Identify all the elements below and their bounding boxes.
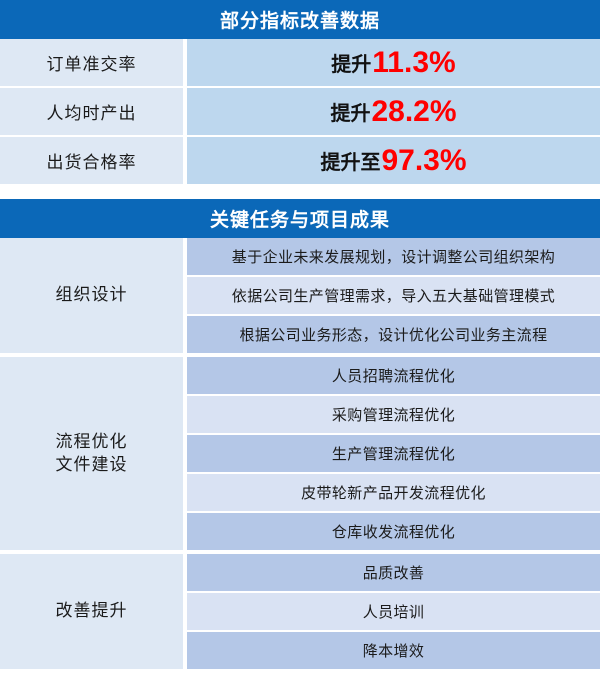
list-item: 人员培训 — [187, 593, 600, 630]
metric-label: 订单准交率 — [0, 39, 183, 86]
section-spacer — [0, 184, 600, 199]
metrics-table: 订单准交率 提升 11.3% 人均时产出 提升 28.2% 出货合格率 — [0, 39, 600, 184]
metric-label: 出货合格率 — [0, 137, 183, 184]
metric-value: 提升 28.2% — [187, 88, 600, 135]
list-item: 根据公司业务形态，设计优化公司业务主流程 — [187, 316, 600, 353]
task-group: 流程优化 文件建设 人员招聘流程优化 采购管理流程优化 生产管理流程优化 皮带轮… — [0, 357, 600, 550]
task-group: 组织设计 基于企业未来发展规划，设计调整公司组织架构 依据公司生产管理需求，导入… — [0, 238, 600, 353]
list-item: 仓库收发流程优化 — [187, 513, 600, 550]
metrics-section-header: 部分指标改善数据 — [0, 0, 600, 39]
list-item: 品质改善 — [187, 554, 600, 591]
metric-prefix: 提升至 — [320, 152, 381, 174]
tasks-table: 组织设计 基于企业未来发展规划，设计调整公司组织架构 依据公司生产管理需求，导入… — [0, 238, 600, 669]
metric-label: 人均时产出 — [0, 88, 183, 135]
metric-prefix: 提升 — [330, 103, 371, 125]
task-category: 改善提升 — [0, 554, 183, 669]
list-item: 皮带轮新产品开发流程优化 — [187, 474, 600, 511]
tasks-section-header: 关键任务与项目成果 — [0, 199, 600, 238]
column-divider — [183, 554, 187, 669]
task-item-list: 品质改善 人员培训 降本增效 — [187, 554, 600, 669]
task-category: 组织设计 — [0, 238, 183, 353]
table-row: 订单准交率 提升 11.3% — [0, 39, 600, 86]
tasks-section: 关键任务与项目成果 组织设计 基于企业未来发展规划，设计调整公司组织架构 依据公… — [0, 199, 600, 669]
metric-value: 提升至 97.3% — [187, 137, 600, 184]
metric-prefix: 提升 — [331, 54, 372, 76]
list-item: 基于企业未来发展规划，设计调整公司组织架构 — [187, 238, 600, 275]
column-divider — [183, 357, 187, 550]
list-item: 降本增效 — [187, 632, 600, 669]
metric-number: 11.3% — [372, 45, 456, 79]
task-category-line: 改善提升 — [55, 601, 128, 621]
list-item: 生产管理流程优化 — [187, 435, 600, 472]
list-item: 采购管理流程优化 — [187, 396, 600, 433]
column-divider — [183, 88, 187, 135]
list-item: 人员招聘流程优化 — [187, 357, 600, 394]
column-divider — [183, 39, 187, 86]
column-divider — [183, 137, 187, 184]
task-category-line: 文件建设 — [55, 454, 128, 474]
metrics-section: 部分指标改善数据 订单准交率 提升 11.3% 人均时产出 提升 28.2% — [0, 0, 600, 184]
task-category-line: 组织设计 — [55, 285, 128, 305]
metric-number: 97.3% — [381, 143, 467, 177]
task-category-line: 流程优化 — [55, 431, 128, 451]
task-item-list: 人员招聘流程优化 采购管理流程优化 生产管理流程优化 皮带轮新产品开发流程优化 … — [187, 357, 600, 550]
column-divider — [183, 238, 187, 353]
task-category: 流程优化 文件建设 — [0, 357, 183, 550]
metric-value: 提升 11.3% — [187, 39, 600, 86]
metric-number: 28.2% — [371, 94, 457, 128]
table-row: 出货合格率 提升至 97.3% — [0, 137, 600, 184]
task-group: 改善提升 品质改善 人员培训 降本增效 — [0, 554, 600, 669]
list-item: 依据公司生产管理需求，导入五大基础管理模式 — [187, 277, 600, 314]
table-row: 人均时产出 提升 28.2% — [0, 88, 600, 135]
task-item-list: 基于企业未来发展规划，设计调整公司组织架构 依据公司生产管理需求，导入五大基础管… — [187, 238, 600, 353]
